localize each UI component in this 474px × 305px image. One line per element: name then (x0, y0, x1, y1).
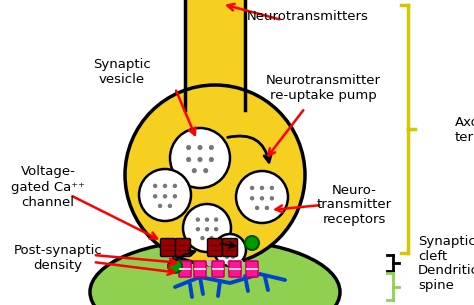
Text: Dendritic
spine: Dendritic spine (418, 264, 474, 292)
Text: Post-synaptic
density: Post-synaptic density (14, 244, 102, 272)
Circle shape (125, 85, 305, 265)
FancyBboxPatch shape (179, 261, 191, 277)
Circle shape (153, 194, 157, 199)
Circle shape (173, 184, 177, 188)
Ellipse shape (90, 240, 340, 305)
FancyBboxPatch shape (212, 261, 224, 277)
Circle shape (186, 157, 191, 162)
FancyBboxPatch shape (208, 239, 222, 257)
Circle shape (222, 249, 226, 253)
Text: Neuro-
transmitter
receptors: Neuro- transmitter receptors (317, 184, 392, 227)
Circle shape (228, 242, 232, 247)
Circle shape (227, 260, 234, 267)
Circle shape (158, 204, 162, 208)
FancyBboxPatch shape (194, 261, 206, 277)
Text: Neurotransmitter
re-uptake pump: Neurotransmitter re-uptake pump (265, 74, 381, 102)
Circle shape (250, 186, 255, 190)
Circle shape (196, 227, 200, 231)
Circle shape (209, 157, 214, 162)
Circle shape (260, 186, 264, 190)
Circle shape (168, 204, 172, 208)
FancyBboxPatch shape (175, 239, 191, 257)
Circle shape (205, 227, 209, 231)
Circle shape (170, 128, 230, 188)
Circle shape (214, 217, 219, 222)
Circle shape (200, 236, 205, 240)
Circle shape (196, 217, 200, 222)
Text: Axon
terminal: Axon terminal (455, 116, 474, 144)
Circle shape (163, 184, 167, 188)
Circle shape (209, 145, 214, 150)
Circle shape (173, 194, 177, 199)
Circle shape (186, 145, 191, 150)
Circle shape (225, 254, 229, 259)
Circle shape (168, 259, 182, 273)
FancyBboxPatch shape (246, 261, 258, 277)
Circle shape (217, 260, 224, 267)
Text: Synaptic
cleft: Synaptic cleft (418, 235, 474, 263)
Circle shape (270, 186, 274, 190)
Circle shape (214, 234, 246, 266)
Circle shape (214, 227, 219, 231)
Text: Neurotransmitters: Neurotransmitters (247, 9, 369, 23)
Text: Synaptic
vesicle: Synaptic vesicle (93, 58, 151, 86)
Polygon shape (186, 105, 244, 115)
Circle shape (231, 254, 235, 259)
Circle shape (260, 196, 264, 200)
Circle shape (250, 196, 255, 200)
Circle shape (203, 168, 208, 173)
FancyArrowPatch shape (228, 136, 271, 162)
Circle shape (222, 242, 226, 247)
Circle shape (163, 194, 167, 199)
Circle shape (205, 217, 209, 222)
Circle shape (192, 168, 197, 173)
FancyBboxPatch shape (222, 239, 237, 257)
Circle shape (255, 206, 259, 210)
Circle shape (236, 171, 288, 223)
Circle shape (234, 249, 238, 253)
Polygon shape (185, 0, 245, 110)
Circle shape (198, 145, 202, 150)
Circle shape (228, 249, 232, 253)
Circle shape (198, 157, 202, 162)
Circle shape (207, 260, 213, 267)
FancyBboxPatch shape (161, 239, 175, 257)
Circle shape (139, 169, 191, 221)
Circle shape (245, 236, 259, 250)
Circle shape (270, 196, 274, 200)
Circle shape (153, 184, 157, 188)
Circle shape (210, 236, 214, 240)
Circle shape (183, 204, 231, 252)
Circle shape (237, 260, 244, 267)
Circle shape (265, 206, 269, 210)
FancyBboxPatch shape (229, 261, 241, 277)
Circle shape (234, 242, 238, 247)
Text: Voltage-
gated Ca⁺⁺
channel: Voltage- gated Ca⁺⁺ channel (11, 166, 85, 209)
